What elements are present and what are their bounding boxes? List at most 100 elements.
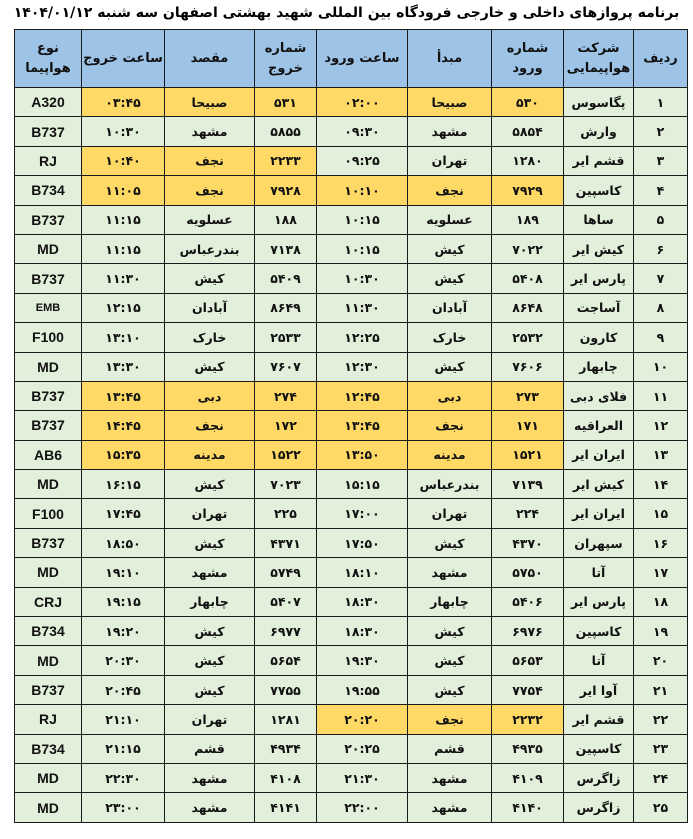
- cell-departure-time: ۱۰:۴۰: [81, 145, 165, 177]
- cell-destination: چابهار: [164, 586, 255, 618]
- cell-departure-time: ۱۹:۱۰: [81, 557, 165, 588]
- cell-destination: مشهد: [164, 116, 255, 147]
- cell-departure-flight-number: ۲۵۳۳: [254, 322, 317, 353]
- cell-row-number: ۹: [633, 322, 688, 353]
- table-row: ۱۵ ایران ایر ۲۲۴ تهران ۱۷:۰۰ ۲۲۵ تهران ۱۷:۴۵ F10…: [14, 498, 688, 529]
- cell-airline: زاگرس: [563, 762, 634, 794]
- table-row: ۲۰ آتا ۵۶۵۳ کیش ۱۹:۳۰ ۵۶۵۴ کیش ۲۰:۳۰ MD: [14, 645, 688, 676]
- cell-row-number: ۱۵: [633, 498, 688, 529]
- cell-destination: مشهد: [164, 557, 255, 588]
- cell-arrival-flight-number: ۵۴۰۸: [491, 263, 564, 294]
- cell-arrival-time: ۱۰:۳۰: [316, 263, 408, 294]
- cell-arrival-flight-number: ۱۲۸۰: [491, 145, 564, 177]
- cell-origin: تهران: [407, 145, 492, 177]
- table-row: ۱۰ چابهار ۷۶۰۶ کیش ۱۲:۳۰ ۷۶۰۷ کیش ۱۳:۳۰ MD: [14, 351, 688, 382]
- cell-destination: کیش: [164, 616, 255, 647]
- cell-airline: وارش: [563, 116, 634, 147]
- cell-arrival-time: ۱۹:۵۵: [316, 674, 408, 706]
- cell-row-number: ۱: [633, 86, 688, 118]
- table-row: ۷ پارس ایر ۵۴۰۸ کیش ۱۰:۳۰ ۵۴۰۹ کیش ۱۱:۳۰ B737: [14, 263, 688, 294]
- table-row: ۳ قشم ایر ۱۲۸۰ تهران ۰۹:۲۵ ۲۲۳۳ نجف ۱۰:۴۰ RJ: [14, 145, 688, 177]
- cell-arrival-time: ۱۸:۱۰: [316, 557, 408, 588]
- cell-departure-flight-number: ۱۷۲: [254, 410, 317, 441]
- cell-origin: چابهار: [407, 586, 492, 618]
- table-row: ۲۱ آوا ایر ۷۷۵۴ کیش ۱۹:۵۵ ۷۷۵۵ کیش ۲۰:۴۵ B737: [14, 674, 688, 706]
- column-header-arrival-flight-number: شماره ورود: [491, 29, 564, 88]
- cell-destination: تهران: [164, 498, 255, 529]
- cell-aircraft-type: MD: [14, 645, 82, 676]
- cell-departure-time: ۱۶:۱۵: [81, 469, 165, 500]
- cell-destination: کیش: [164, 263, 255, 294]
- cell-row-number: ۲۱: [633, 674, 688, 706]
- cell-airline: کیش ایر: [563, 233, 634, 265]
- cell-aircraft-type: MD: [14, 233, 82, 265]
- cell-row-number: ۱۱: [633, 380, 688, 412]
- cell-airline: کارون: [563, 322, 634, 353]
- table-row: ۲ وارش ۵۸۵۴ مشهد ۰۹:۳۰ ۵۸۵۵ مشهد ۱۰:۳۰ B737: [14, 116, 688, 147]
- cell-departure-time: ۱۲:۱۵: [81, 292, 165, 324]
- cell-origin: تهران: [407, 498, 492, 529]
- cell-origin: کیش: [407, 233, 492, 265]
- cell-departure-time: ۱۹:۲۰: [81, 616, 165, 647]
- cell-departure-time: ۱۱:۳۰: [81, 263, 165, 294]
- cell-aircraft-type: B737: [14, 380, 82, 412]
- cell-arrival-time: ۱۸:۳۰: [316, 586, 408, 618]
- cell-destination: نجف: [164, 145, 255, 177]
- cell-destination: عسلویه: [164, 204, 255, 235]
- cell-arrival-flight-number: ۱۸۹: [491, 204, 564, 235]
- cell-arrival-time: ۰۹:۲۵: [316, 145, 408, 177]
- cell-arrival-time: ۱۳:۵۰: [316, 439, 408, 471]
- cell-destination: دبی: [164, 380, 255, 412]
- cell-departure-time: ۱۳:۴۵: [81, 380, 165, 412]
- cell-arrival-flight-number: ۱۵۲۱: [491, 439, 564, 471]
- cell-arrival-flight-number: ۷۷۵۴: [491, 674, 564, 706]
- cell-arrival-flight-number: ۴۹۳۵: [491, 733, 564, 764]
- table-row: ۱۳ ایران ایر ۱۵۲۱ مدینه ۱۳:۵۰ ۱۵۲۲ مدینه ۱۵:۳۵ A…: [14, 439, 688, 471]
- cell-departure-flight-number: ۷۰۲۳: [254, 469, 317, 500]
- cell-arrival-flight-number: ۱۷۱: [491, 410, 564, 441]
- cell-destination: نجف: [164, 410, 255, 441]
- cell-airline: سپهران: [563, 527, 634, 559]
- cell-origin: نجف: [407, 410, 492, 441]
- cell-aircraft-type: A320: [14, 86, 82, 118]
- cell-aircraft-type: MD: [14, 351, 82, 382]
- table-row: ۲۴ زاگرس ۴۱۰۹ مشهد ۲۱:۳۰ ۴۱۰۸ مشهد ۲۲:۳۰ MD: [14, 762, 688, 794]
- cell-arrival-time: ۱۹:۳۰: [316, 645, 408, 676]
- cell-origin: کیش: [407, 527, 492, 559]
- cell-row-number: ۲۳: [633, 733, 688, 764]
- cell-airline: کاسپین: [563, 733, 634, 764]
- column-header-destination: مقصد: [164, 29, 255, 88]
- cell-departure-time: ۱۱:۰۵: [81, 175, 165, 206]
- cell-origin: بندرعباس: [407, 469, 492, 500]
- cell-arrival-flight-number: ۵۷۵۰: [491, 557, 564, 588]
- cell-origin: نجف: [407, 704, 492, 735]
- cell-origin: نجف: [407, 175, 492, 206]
- cell-departure-flight-number: ۵۸۵۵: [254, 116, 317, 147]
- cell-origin: عسلویه: [407, 204, 492, 235]
- cell-aircraft-type: B737: [14, 674, 82, 706]
- cell-airline: کاسپین: [563, 175, 634, 206]
- cell-arrival-time: ۰۹:۳۰: [316, 116, 408, 147]
- cell-departure-flight-number: ۲۲۵: [254, 498, 317, 529]
- cell-arrival-time: ۱۸:۳۰: [316, 616, 408, 647]
- table-row: ۱۷ آتا ۵۷۵۰ مشهد ۱۸:۱۰ ۵۷۴۹ مشهد ۱۹:۱۰ MD: [14, 557, 688, 588]
- cell-row-number: ۵: [633, 204, 688, 235]
- table-row: ۲۲ قشم ایر ۲۲۳۲ نجف ۲۰:۲۰ ۱۲۸۱ تهران ۲۱:۱۰ RJ: [14, 704, 688, 735]
- table-body: ۱ پگاسوس ۵۳۰ صبیحا ۰۲:۰۰ ۵۳۱ صبیحا ۰۳:۴۵ A320 ۲ وا…: [14, 86, 688, 823]
- cell-airline: زاگرس: [563, 792, 634, 823]
- cell-aircraft-type: B737: [14, 410, 82, 441]
- column-header-airline: شرکت هواپیمایی: [563, 29, 634, 88]
- cell-arrival-flight-number: ۷۹۲۹: [491, 175, 564, 206]
- table-row: ۱۱ فلای دبی ۲۷۳ دبی ۱۲:۴۵ ۲۷۴ دبی ۱۳:۴۵ B737: [14, 380, 688, 412]
- cell-arrival-flight-number: ۲۷۳: [491, 380, 564, 412]
- cell-row-number: ۲۵: [633, 792, 688, 823]
- cell-departure-time: ۱۴:۴۵: [81, 410, 165, 441]
- cell-departure-time: ۱۱:۱۵: [81, 233, 165, 265]
- cell-origin: قشم: [407, 733, 492, 764]
- cell-aircraft-type: B737: [14, 204, 82, 235]
- cell-destination: مدینه: [164, 439, 255, 471]
- cell-arrival-flight-number: ۴۳۷۰: [491, 527, 564, 559]
- table-row: ۵ ساها ۱۸۹ عسلویه ۱۰:۱۵ ۱۸۸ عسلویه ۱۱:۱۵ B737: [14, 204, 688, 235]
- cell-destination: مشهد: [164, 762, 255, 794]
- cell-destination: بندرعباس: [164, 233, 255, 265]
